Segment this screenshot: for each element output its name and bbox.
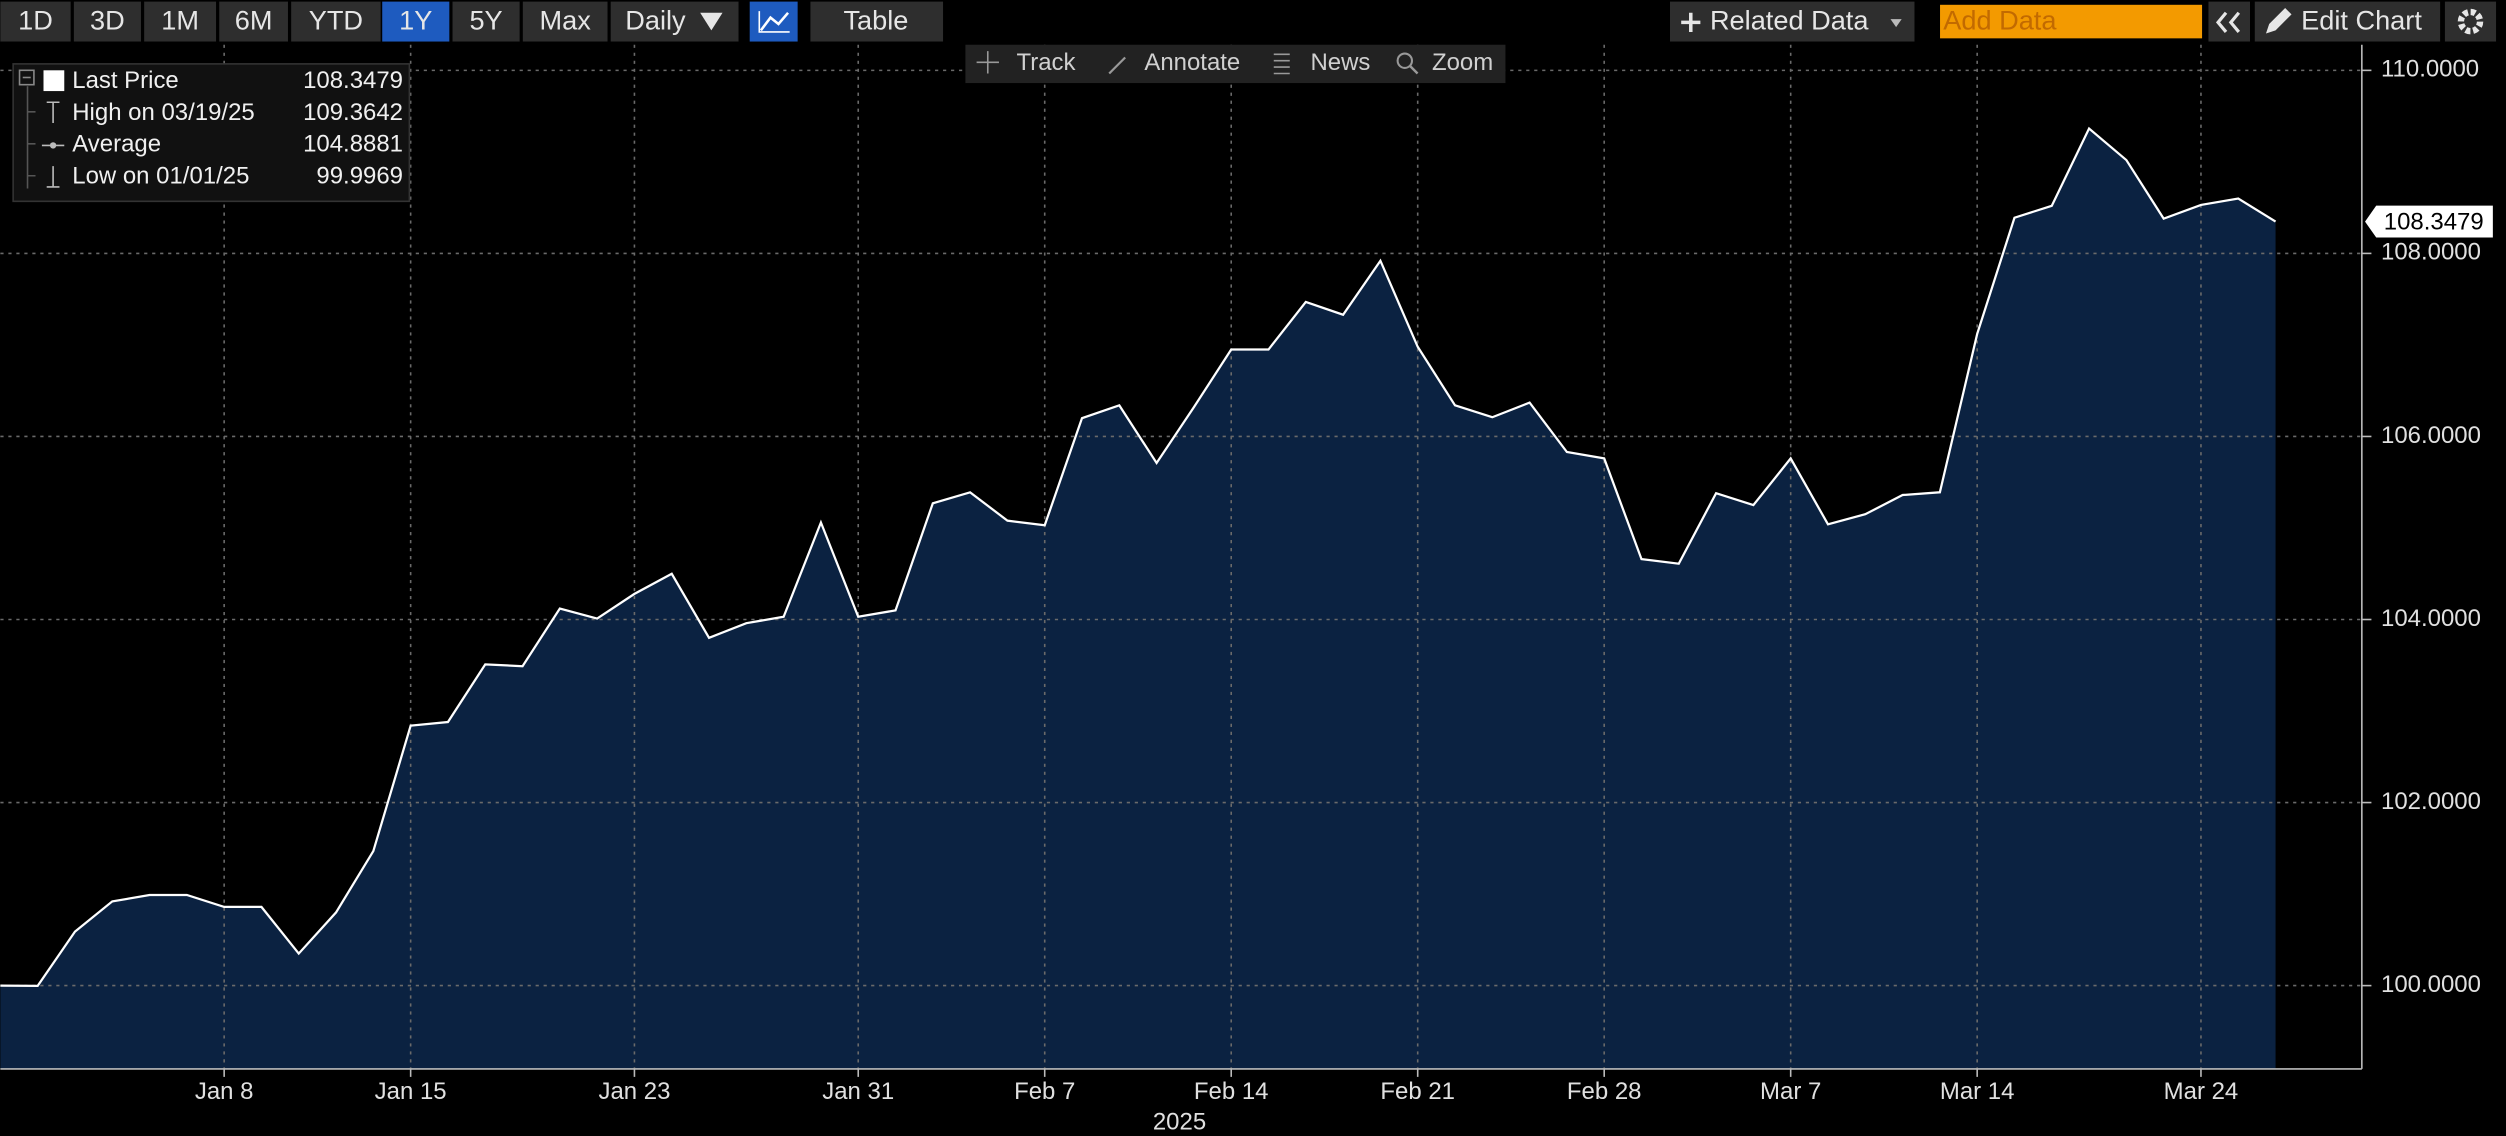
range-button[interactable] [144,1,217,42]
range-button[interactable] [382,1,450,42]
line-icon [759,11,790,32]
range-button[interactable] [73,1,141,42]
range-button[interactable] [291,1,381,42]
table-label: Table [843,5,908,36]
x-tick-label: Jan 31 [822,1078,894,1105]
x-tick-label: Jan 8 [195,1078,254,1105]
legend-label: Low on 01/01/25 [72,163,249,190]
series-swatch [43,70,65,92]
x-tick-label: Feb 28 [1567,1078,1642,1105]
range-label: 5Y [469,5,502,36]
tool-label[interactable]: Annotate [1144,49,1240,76]
x-tick-label: Mar 14 [1940,1078,2015,1105]
y-tick-label: 100.0000 [2381,971,2481,998]
range-button[interactable] [522,1,608,42]
x-axis-label: 2025 [1153,1109,1206,1136]
add-data-placeholder: Add Data [1943,5,2057,36]
range-label: 1D [18,5,53,36]
x-tick-label: Feb 21 [1380,1078,1455,1105]
range-label: 3D [90,5,125,36]
annotate-icon [1108,56,1126,75]
tree-lines [26,86,36,189]
range-button[interactable] [0,1,71,42]
zoom-icon [1396,52,1414,69]
last-price-tag [2365,205,2493,238]
legend-value: 108.3479 [303,67,403,94]
gear-hole [2467,18,2474,25]
y-tick-label: 104.0000 [2381,605,2481,632]
high-icon [46,101,60,124]
x-tick-label: Mar 24 [2164,1078,2239,1105]
x-tick-label: Jan 23 [598,1078,670,1105]
legend-value: 99.9969 [316,163,403,190]
add-data-input[interactable] [1940,4,2203,39]
dropdown-arrow [700,12,723,31]
price-area [0,128,2276,1069]
plot: 108.3479 100.0000 102.0000 104.0000 106.0000… [0,44,2493,1136]
x-tick-label: Jan 15 [375,1078,447,1105]
y-tick-label: 102.0000 [2381,788,2481,815]
edit-chart-label: Edit Chart [2301,5,2422,36]
tool-label[interactable]: Track [1017,49,1077,76]
range-label: YTD [309,5,363,36]
related-data-button[interactable] [1670,1,1915,42]
zoom-handle [1408,64,1419,75]
frequency-label: Daily [625,5,686,36]
plus-icon [1681,12,1701,32]
x-tick-label: Feb 14 [1194,1078,1269,1105]
range-label: 1M [161,5,199,36]
tool-label[interactable]: News [1311,49,1371,76]
tools-bg [965,44,1506,84]
related-data-label: Related Data [1710,5,1869,36]
x-tick-label: Mar 7 [1760,1078,1821,1105]
legend-label: Average [72,131,161,158]
track-icon [976,51,999,74]
collapse-toggle[interactable] [18,69,35,86]
range-label: 6M [235,5,273,36]
table-button[interactable] [810,1,944,42]
range-buttons: 1D 3D 1M 6M YTD 1Y 5Y Max [0,1,608,42]
gear-icon [2457,8,2484,35]
toolbar: 1D 3D 1M 6M YTD 1Y 5Y Max Daily Table Related D… [0,0,2506,44]
range-label: Max [540,5,592,36]
x-tick-label: Feb 7 [1014,1078,1075,1105]
pencil-icon [2265,7,2292,34]
legend-box [12,63,411,203]
average-dot [49,142,57,149]
tool-label[interactable]: Zoom [1432,49,1493,76]
legend-label: High on 03/19/25 [72,99,254,126]
axis-icon [758,11,790,33]
price-line [0,126,2277,988]
range-button[interactable] [219,1,288,42]
legend-value: 109.3642 [303,99,403,126]
legend: Last Price 108.3479 High on 03/19/25 109.36… [12,63,411,203]
y-tick-label: 108.0000 [2381,239,2481,266]
legend-value: 104.8881 [303,131,403,158]
tools-bar: Track Annotate News Zoom [965,44,1506,84]
range-button[interactable] [452,1,520,42]
range-label: 1Y [399,5,432,36]
edit-chart-button[interactable] [2254,1,2441,42]
y-tick-label: 106.0000 [2381,422,2481,449]
dropdown-arrow [1890,19,1902,28]
y-tick-label: 110.0000 [2381,56,2479,83]
low-icon [46,166,60,188]
collapse-button[interactable] [2208,1,2250,42]
frequency-button[interactable] [610,1,739,42]
news-icon [1273,53,1290,75]
last-price-label: 108.3479 [2384,208,2484,235]
legend-label: Last Price [72,67,179,94]
collapse-icon [2215,11,2241,33]
